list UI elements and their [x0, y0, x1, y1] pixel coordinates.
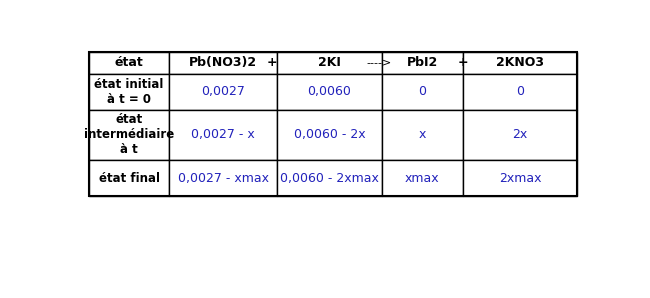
Bar: [463, 52, 577, 74]
Text: 2xmax: 2xmax: [499, 172, 541, 184]
Text: 0,0060 - 2x: 0,0060 - 2x: [294, 128, 365, 141]
Bar: [463, 110, 577, 160]
Bar: [170, 52, 277, 74]
Bar: [89, 52, 577, 196]
Text: +: +: [266, 56, 278, 69]
Text: 0: 0: [516, 86, 524, 98]
Text: 0: 0: [419, 86, 426, 98]
Text: PbI2: PbI2: [407, 56, 438, 69]
Text: ---->: ---->: [367, 58, 392, 68]
Text: état: état: [115, 56, 144, 69]
Bar: [170, 160, 277, 196]
Bar: [382, 74, 463, 110]
Bar: [463, 74, 577, 110]
Text: état
intermédiaire
à t: état intermédiaire à t: [84, 113, 174, 156]
Text: Pb(NO3)2: Pb(NO3)2: [189, 56, 257, 69]
Text: 2KNO3: 2KNO3: [496, 56, 544, 69]
Text: 0,0027 - x: 0,0027 - x: [191, 128, 255, 141]
Bar: [89, 160, 170, 196]
Text: 0,0060 - 2xmax: 0,0060 - 2xmax: [280, 172, 379, 184]
Bar: [277, 74, 382, 110]
Bar: [170, 110, 277, 160]
Text: 2x: 2x: [512, 128, 528, 141]
Bar: [382, 52, 463, 74]
Text: x: x: [419, 128, 426, 141]
Bar: [170, 74, 277, 110]
Bar: [277, 110, 382, 160]
Text: état initial
à t = 0: état initial à t = 0: [94, 78, 164, 106]
Text: 0,0060: 0,0060: [307, 86, 352, 98]
Text: xmax: xmax: [405, 172, 439, 184]
Bar: [382, 110, 463, 160]
Text: état final: état final: [99, 172, 160, 184]
Bar: [463, 160, 577, 196]
Text: 2KI: 2KI: [318, 56, 341, 69]
Text: 0,0027 - xmax: 0,0027 - xmax: [177, 172, 268, 184]
Bar: [382, 160, 463, 196]
Bar: [277, 160, 382, 196]
Bar: [277, 52, 382, 74]
Text: 0,0027: 0,0027: [202, 86, 245, 98]
Text: +: +: [458, 56, 468, 69]
Bar: [89, 74, 170, 110]
Bar: [89, 52, 170, 74]
Bar: [89, 110, 170, 160]
